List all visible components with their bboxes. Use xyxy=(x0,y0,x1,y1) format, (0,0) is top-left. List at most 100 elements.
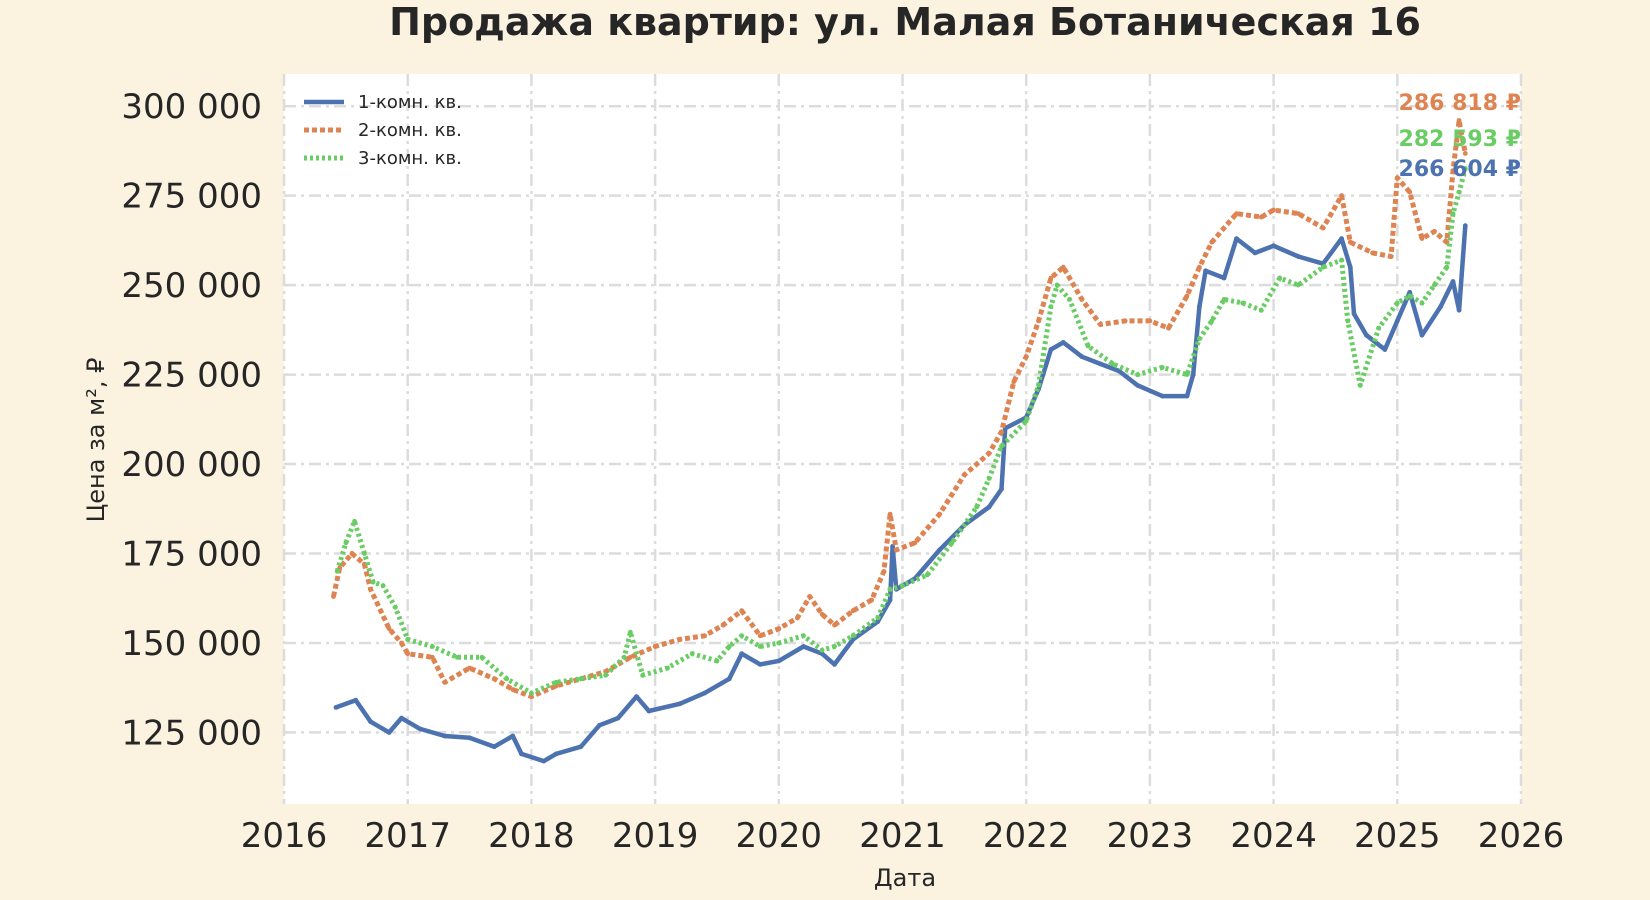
series-point-3 xyxy=(380,583,386,589)
series-point-1 xyxy=(1190,372,1196,377)
series-point-2 xyxy=(399,640,404,646)
series-point-3 xyxy=(430,644,435,649)
series-point-1 xyxy=(1048,347,1054,352)
series-point-3 xyxy=(334,569,340,574)
series-point-3 xyxy=(1221,297,1227,302)
series-point-3 xyxy=(726,644,732,649)
series-point-3 xyxy=(999,443,1004,449)
series-point-2 xyxy=(962,472,967,478)
series-point-3 xyxy=(479,654,485,660)
series-point-1 xyxy=(1438,304,1443,309)
series-point-3 xyxy=(949,540,955,546)
series-point-2 xyxy=(1347,239,1353,245)
legend: 1-комн. кв. 2-комн. кв. 3-комн. кв. xyxy=(304,92,462,169)
series-point-1 xyxy=(1347,264,1353,270)
series-point-2 xyxy=(1450,168,1456,174)
series-point-1 xyxy=(491,744,497,750)
series-point-2 xyxy=(893,547,899,553)
series-point-1 xyxy=(832,662,837,667)
series-point-3 xyxy=(1295,282,1301,288)
series-point-3 xyxy=(1407,293,1413,299)
series-point-3 xyxy=(370,579,376,585)
series-point-3 xyxy=(1419,300,1425,306)
series-point-2 xyxy=(986,450,992,456)
series-point-3 xyxy=(1209,318,1215,324)
series-point-2 xyxy=(677,637,683,642)
series-point-1 xyxy=(1135,382,1140,388)
x-tick-label: 2018 xyxy=(488,816,575,856)
series-point-2 xyxy=(937,511,942,517)
series-point-1 xyxy=(553,751,559,757)
series-point-3 xyxy=(1456,189,1462,195)
series-point-3 xyxy=(1110,361,1116,367)
series-point-3 xyxy=(974,504,980,510)
series-point-3 xyxy=(887,586,893,592)
series-point-3 xyxy=(832,644,837,649)
series-point-3 xyxy=(1394,300,1400,306)
series-point-3 xyxy=(578,676,584,682)
y-tick-label: 250 000 xyxy=(121,266,262,306)
series-point-3 xyxy=(1462,166,1468,171)
series-point-2 xyxy=(430,654,435,660)
series-point-2 xyxy=(702,633,707,639)
series-point-3 xyxy=(986,476,992,481)
series-point-1 xyxy=(442,733,448,739)
series-point-1 xyxy=(333,705,339,710)
series-point-3 xyxy=(819,647,825,653)
series-point-1 xyxy=(1394,318,1400,324)
series-point-3 xyxy=(689,651,695,657)
series-point-3 xyxy=(1085,343,1091,349)
series-point-3 xyxy=(529,690,534,696)
series-point-2 xyxy=(529,694,534,699)
series-point-2 xyxy=(349,551,355,556)
y-axis-ticks: 125 000 150 000 175 000 200 000 225 000 250 0… xyxy=(121,87,262,753)
series-point-2 xyxy=(1407,189,1413,195)
y-tick-label: 300 000 xyxy=(121,87,262,127)
series-point-3 xyxy=(621,654,627,660)
series-point-2 xyxy=(628,654,633,660)
series-point-1 xyxy=(1419,332,1425,338)
series-point-2 xyxy=(331,594,336,599)
series-point-1 xyxy=(986,504,992,510)
series-point-1 xyxy=(677,701,683,707)
series-point-3 xyxy=(343,540,349,546)
x-tick-label: 2026 xyxy=(1478,816,1565,856)
series-point-2 xyxy=(386,626,392,632)
series-point-2 xyxy=(869,597,874,603)
series-point-1 xyxy=(1159,393,1165,399)
series-point-2 xyxy=(739,608,745,614)
series-point-1 xyxy=(702,690,707,696)
series-point-3 xyxy=(1450,211,1456,217)
series-point-3 xyxy=(801,633,806,639)
series-point-1 xyxy=(1382,347,1388,352)
x-tick-label: 2021 xyxy=(859,816,946,856)
series-point-3 xyxy=(1345,318,1351,324)
series-point-3 xyxy=(924,572,930,578)
series-point-1 xyxy=(1450,279,1456,284)
series-point-3 xyxy=(714,658,720,664)
series-point-3 xyxy=(875,615,881,621)
series-point-1 xyxy=(1060,340,1066,345)
end-value-label-3: 282 593 ₽ xyxy=(1399,127,1521,152)
series-point-3 xyxy=(640,672,646,678)
series-point-2 xyxy=(819,611,825,617)
series-point-3 xyxy=(1054,282,1060,288)
series-point-3 xyxy=(1036,382,1041,388)
series-point-1 xyxy=(1295,254,1301,259)
series-point-2 xyxy=(510,687,516,692)
series-point-3 xyxy=(454,654,460,660)
legend-label: 2-комн. кв. xyxy=(358,120,462,141)
y-tick-label: 225 000 xyxy=(121,356,262,396)
series-point-3 xyxy=(405,637,411,642)
series-point-2 xyxy=(1419,236,1425,242)
series-point-3 xyxy=(1357,382,1363,388)
series-point-2 xyxy=(1079,297,1085,302)
series-point-1 xyxy=(726,676,732,682)
series-point-1 xyxy=(1407,289,1413,295)
series-point-1 xyxy=(368,719,373,725)
series-point-3 xyxy=(1376,325,1382,331)
series-point-2 xyxy=(757,633,763,639)
series-point-1 xyxy=(1221,275,1227,281)
series-point-3 xyxy=(1320,264,1326,270)
